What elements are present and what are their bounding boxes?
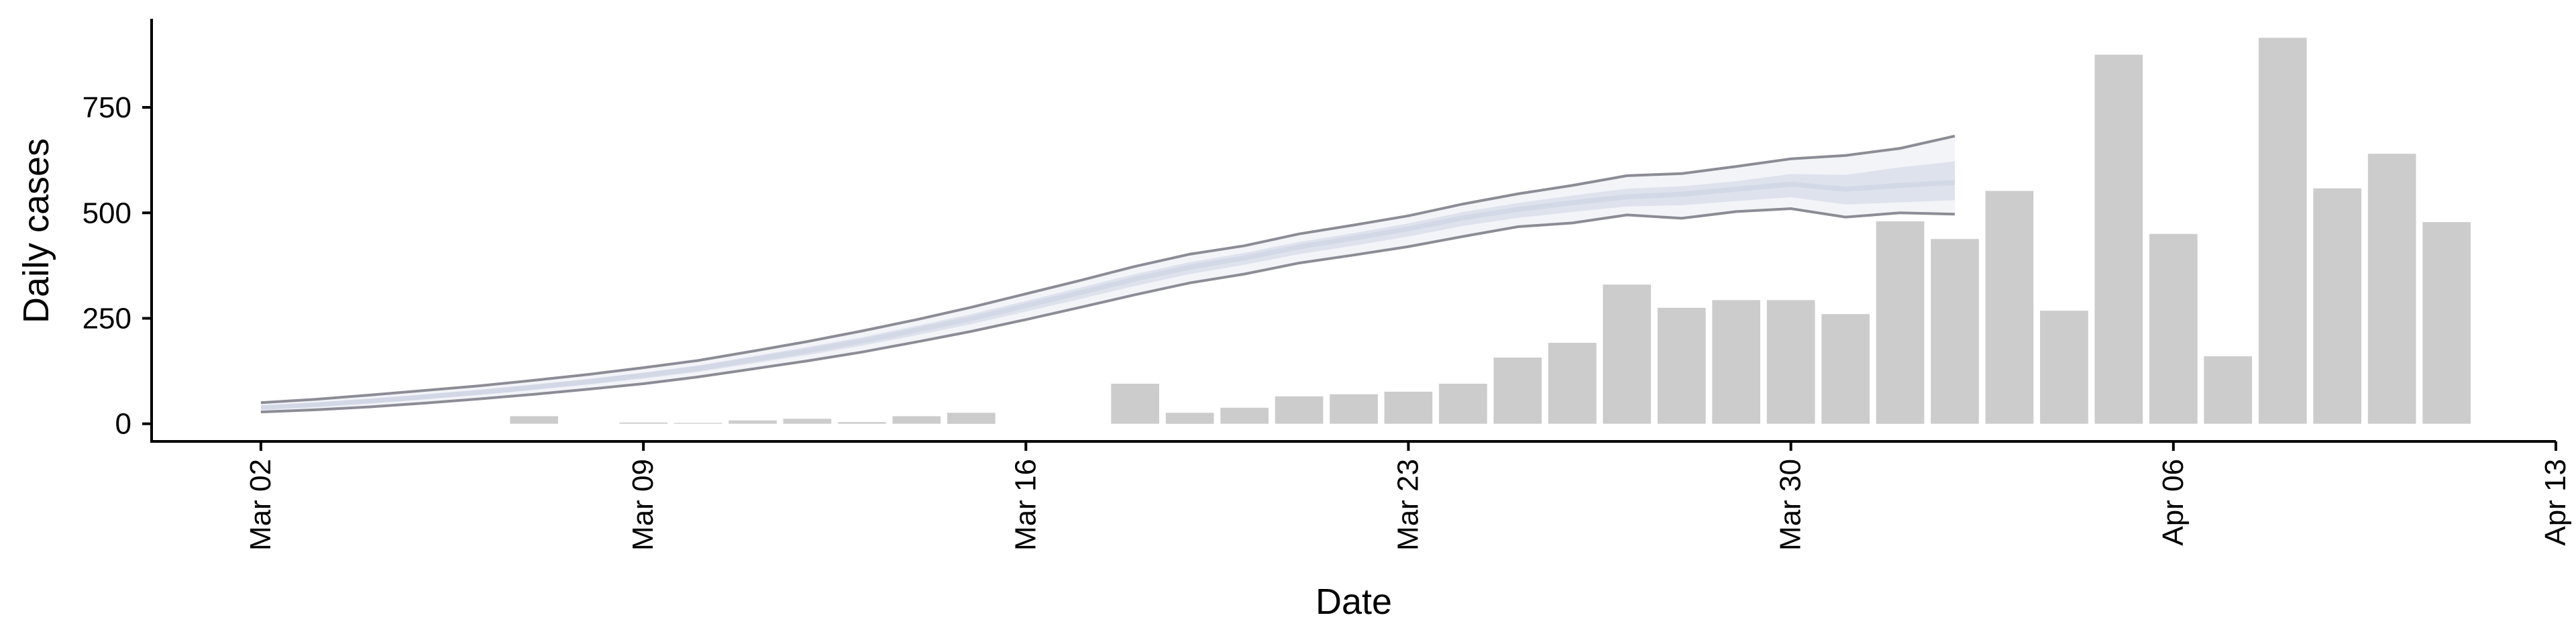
bar-2020-04-09 xyxy=(2313,188,2361,424)
bar-2020-03-29 xyxy=(1712,300,1760,424)
y-tick-label-250: 250 xyxy=(83,302,131,335)
bar-2020-03-30 xyxy=(1766,300,1815,424)
x-tick-label-2: Mar 16 xyxy=(1009,459,1042,551)
bar-2020-03-18 xyxy=(1111,384,1159,424)
bar-2020-03-28 xyxy=(1657,307,1706,424)
y-axis-title: Daily cases xyxy=(16,138,56,323)
x-tick-label-3: Mar 23 xyxy=(1392,459,1425,551)
bar-2020-03-09 xyxy=(619,422,667,424)
x-tick-label-1: Mar 09 xyxy=(627,459,659,551)
bar-2020-03-24 xyxy=(1439,384,1487,424)
x-tick-label-0: Mar 02 xyxy=(244,459,277,551)
bar-2020-04-05 xyxy=(2094,54,2143,424)
bar-2020-03-14 xyxy=(892,416,941,424)
bar-2020-03-15 xyxy=(947,413,996,424)
x-ticks: Mar 02 Mar 09 Mar 16 Mar 23 Mar 30 Apr 06 Apr … xyxy=(244,441,2572,551)
band-lower-edge xyxy=(260,207,1955,414)
bar-2020-03-11 xyxy=(729,420,777,424)
band-upper-edge xyxy=(260,134,1955,405)
bar-2020-03-07 xyxy=(510,416,558,424)
x-tick-label-5: Apr 06 xyxy=(2157,459,2190,546)
bar-2020-03-12 xyxy=(783,419,832,424)
y-tick-label-0: 0 xyxy=(115,408,131,441)
bar-2020-03-20 xyxy=(1220,407,1269,424)
bar-2020-03-23 xyxy=(1384,391,1433,424)
bar-2020-04-01 xyxy=(1876,221,1925,424)
y-tick-label-750: 750 xyxy=(83,91,131,124)
y-tick-label-500: 500 xyxy=(83,197,131,229)
x-tick-label-6: Apr 13 xyxy=(2539,459,2572,546)
x-axis: Mar 02 Mar 09 Mar 16 Mar 23 Mar 30 Apr 06 Apr … xyxy=(150,440,2572,622)
band-layer xyxy=(260,134,1955,414)
bar-2020-04-10 xyxy=(2367,154,2416,424)
bar-2020-03-27 xyxy=(1603,284,1652,424)
bar-2020-04-03 xyxy=(1985,191,2034,424)
bar-2020-03-21 xyxy=(1275,396,1324,424)
bar-2020-04-07 xyxy=(2204,356,2253,424)
bar-2020-04-06 xyxy=(2149,233,2198,424)
x-tick-label-4: Mar 30 xyxy=(1774,459,1807,551)
bar-2020-04-08 xyxy=(2258,38,2307,424)
y-axis: 0 250 500 750 Daily cases xyxy=(16,19,153,443)
bar-2020-03-26 xyxy=(1548,343,1597,424)
bar-2020-04-02 xyxy=(1931,239,1979,424)
bar-2020-03-13 xyxy=(838,422,886,424)
bar-2020-03-25 xyxy=(1493,358,1542,424)
x-axis-title: Date xyxy=(1316,582,1392,622)
y-ticks: 0 250 500 750 xyxy=(83,91,152,441)
bar-2020-04-04 xyxy=(2040,311,2088,424)
bar-2020-03-22 xyxy=(1330,394,1378,424)
bar-layer xyxy=(510,38,2471,424)
bar-2020-04-11 xyxy=(2422,222,2471,424)
band-inner xyxy=(260,161,1955,410)
bar-2020-03-31 xyxy=(1821,314,1870,424)
bar-2020-03-19 xyxy=(1165,413,1214,424)
